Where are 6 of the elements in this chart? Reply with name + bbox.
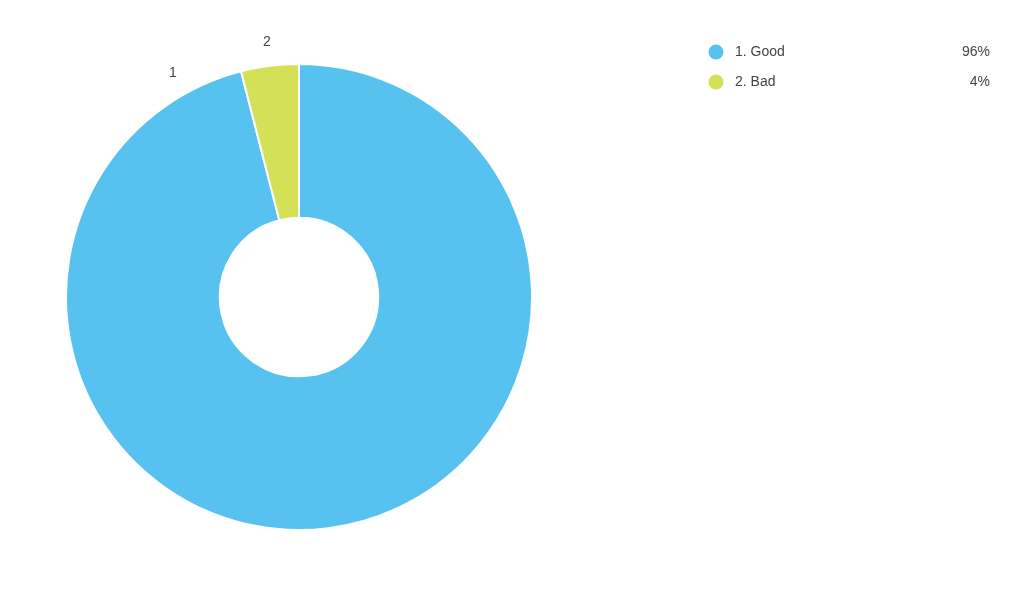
legend-label: 2. Bad: [735, 72, 776, 89]
data-label: 4%: [969, 72, 990, 89]
text: 2: [262, 32, 271, 49]
legend-label: 1. Good: [735, 42, 785, 59]
text: 1: [168, 63, 177, 80]
data-label: 96%: [961, 42, 990, 59]
